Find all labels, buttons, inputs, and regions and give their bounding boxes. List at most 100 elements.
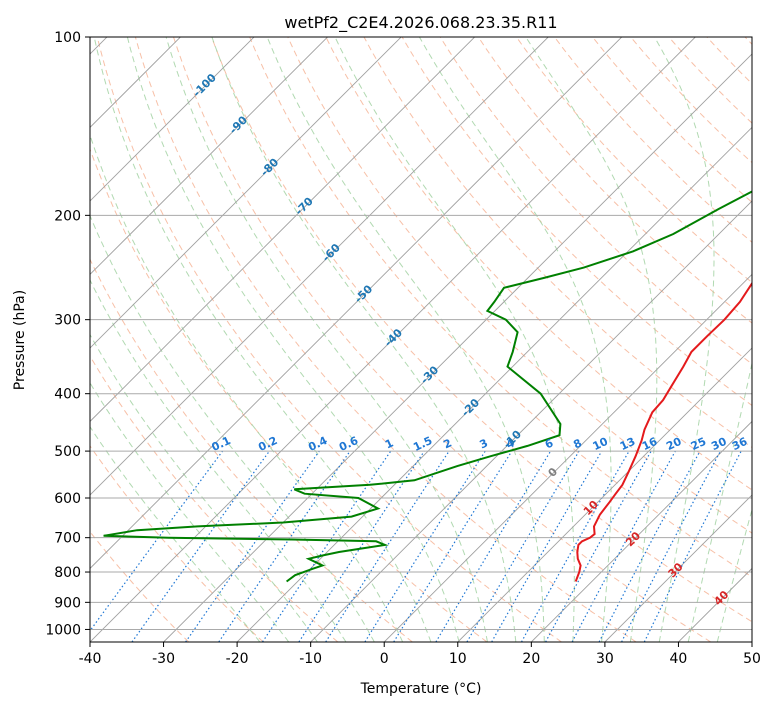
mixing-ratio-line xyxy=(435,450,552,642)
moist-adiabat xyxy=(687,361,752,642)
mixing-ratio-line xyxy=(571,450,676,642)
dry-adiabat xyxy=(249,37,752,578)
mixing-ratio-line xyxy=(545,450,652,642)
isotherm-label: -20 xyxy=(459,396,482,419)
skewed-isotherm xyxy=(310,200,752,642)
mixing-ratio-label: 13 xyxy=(618,435,637,453)
isotherm-label: 10 xyxy=(581,498,601,518)
dry-adiabat xyxy=(706,37,752,85)
dry-adiabat xyxy=(325,37,752,491)
dry-adiabat xyxy=(90,147,488,642)
skewed-isotherm xyxy=(90,37,182,129)
temperature-profile xyxy=(574,281,752,582)
dry-adiabat xyxy=(515,37,752,284)
skewed-isotherm xyxy=(90,37,255,202)
dry-adiabat xyxy=(630,37,752,164)
skewed-isotherm xyxy=(751,641,752,642)
mixing-ratio-line xyxy=(364,450,486,642)
dry-adiabat xyxy=(477,37,752,324)
x-tick-label: 30 xyxy=(596,651,614,667)
moist-adiabat xyxy=(90,333,318,642)
y-tick-label: 200 xyxy=(54,208,81,224)
dry-adiabat xyxy=(90,355,339,642)
mixing-ratio-label: 36 xyxy=(730,435,750,453)
dry-adiabat xyxy=(90,530,190,642)
skewed-isotherm xyxy=(90,37,402,349)
x-axis: -40 -30 -20 -10 0 10 20 30 40 50 xyxy=(79,642,761,667)
isotherm-label: -80 xyxy=(258,155,281,178)
moist-adiabat xyxy=(266,37,545,642)
grid-lines xyxy=(90,37,752,630)
dry-adiabat xyxy=(363,37,752,448)
dry-adiabat xyxy=(591,37,752,203)
dry-adiabat xyxy=(90,258,413,642)
x-tick-label: -20 xyxy=(226,651,249,667)
skewed-isotherm xyxy=(90,37,697,642)
moist-adiabat xyxy=(90,425,261,642)
mixing-ratio-line xyxy=(131,450,270,642)
isotherm-label: -90 xyxy=(227,113,250,136)
skewed-isotherm xyxy=(163,53,752,642)
isotherm-label: -30 xyxy=(418,363,441,386)
dry-adiabat xyxy=(401,37,752,406)
mixing-ratio-label: 20 xyxy=(664,435,684,453)
skewed-isotherm xyxy=(90,37,623,570)
mixing-ratio-label: 30 xyxy=(709,435,729,453)
y-axis-label: Pressure (hPa) xyxy=(12,290,28,390)
x-tick-label: 40 xyxy=(670,651,688,667)
moist-adiabat xyxy=(654,37,715,642)
dry-adiabat xyxy=(287,37,752,534)
mixing-ratio-label: 2 xyxy=(441,436,453,451)
moist-adiabat xyxy=(418,37,612,642)
skewed-isotherm xyxy=(678,567,752,642)
skewed-isotherm xyxy=(236,126,752,642)
y-tick-label: 600 xyxy=(54,491,81,507)
x-tick-label: -10 xyxy=(299,651,322,667)
isotherm-label: -50 xyxy=(352,282,375,305)
skewed-isotherm xyxy=(457,347,752,642)
isotherm-label: 40 xyxy=(711,588,731,608)
skewed-isotherm xyxy=(604,494,752,642)
dry-adiabat xyxy=(96,37,562,642)
y-tick-label: 100 xyxy=(54,30,81,46)
x-tick-label: 0 xyxy=(380,651,389,667)
dry-adiabat xyxy=(90,445,264,642)
dry-adiabat xyxy=(172,37,712,642)
skewed-isotherm xyxy=(530,420,752,642)
dry-adiabat xyxy=(765,0,775,642)
moist-adiabat xyxy=(90,381,290,642)
mixing-ratio-label: 10 xyxy=(591,435,611,453)
x-tick-label: 10 xyxy=(449,651,467,667)
x-axis-label: Temperature (°C) xyxy=(360,681,482,697)
x-tick-label: -40 xyxy=(79,651,102,667)
isotherm-label: -70 xyxy=(293,194,316,217)
mixing-ratio-line xyxy=(90,450,224,632)
isotherm-label: 0 xyxy=(546,465,561,480)
x-tick-label: -30 xyxy=(152,651,175,667)
moist-adiabat xyxy=(93,37,432,642)
mixing-ratio-label: 25 xyxy=(689,435,708,453)
dry-adiabat xyxy=(211,37,752,623)
background-lines xyxy=(90,0,775,642)
moist-adiabat xyxy=(165,37,488,642)
mixing-ratio-line xyxy=(261,450,392,642)
mixing-ratio-label: 16 xyxy=(640,435,660,453)
y-tick-label: 400 xyxy=(54,387,81,403)
mixing-ratio-line xyxy=(325,450,450,642)
plot-frame xyxy=(89,36,753,643)
y-tick-label: 300 xyxy=(54,313,81,329)
y-tick-label: 900 xyxy=(54,595,81,611)
moist-adiabat xyxy=(334,37,575,642)
x-tick-label: 50 xyxy=(743,651,761,667)
mixing-ratio-line xyxy=(218,450,351,642)
y-axis: 100 200 300 400 500 600 700 800 900 1000 xyxy=(45,30,90,638)
chart-title: wetPf2_C2E4.2026.068.23.35.R11 xyxy=(284,13,557,33)
skewed-isotherm xyxy=(90,37,329,276)
y-tick-label: 800 xyxy=(54,565,81,581)
moist-adiabat xyxy=(90,133,404,642)
skewed-isotherm xyxy=(383,273,752,642)
mixing-ratio-line xyxy=(598,450,701,642)
y-tick-label: 1000 xyxy=(45,622,81,638)
y-tick-label: 500 xyxy=(54,444,81,460)
